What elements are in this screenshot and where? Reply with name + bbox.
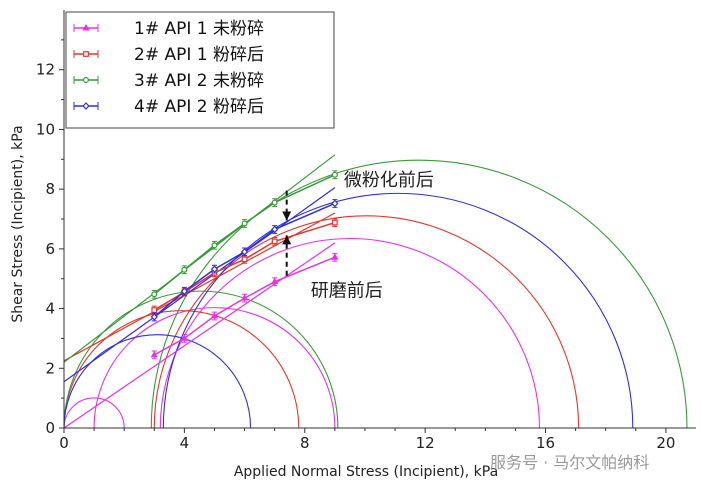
annotation-2: 研磨前后: [311, 281, 383, 302]
legend-marker-4: [82, 102, 90, 110]
arrow-head-1: [282, 211, 292, 221]
y-tick-label-8: 8: [45, 180, 55, 198]
mohr-circle-s3-2: [150, 160, 688, 428]
data-point-s1-2: [180, 334, 189, 341]
y-axis-title: Shear Stress (Incipient), kPa: [10, 125, 26, 322]
data-series: [150, 170, 339, 360]
mohr-circle-s4-1: [64, 334, 252, 428]
data-point-s3-4: [241, 220, 248, 227]
data-point-s4-5: [271, 225, 279, 234]
x-tick-label-12: 12: [416, 434, 435, 452]
data-point-s3-5: [271, 199, 278, 206]
fit-line-s1: [64, 242, 336, 428]
fit-line-s3: [64, 154, 336, 363]
mohr-circle-s1-1: [64, 397, 125, 428]
data-point-s1-3: [210, 312, 219, 319]
data-point-s4-2: [180, 287, 189, 296]
series-line-s4: [153, 202, 336, 318]
legend-item-2: 2# API 1 粉碎后: [73, 45, 264, 65]
x-tick-label-20: 20: [656, 434, 675, 452]
legend-marker-2: [83, 51, 89, 57]
data-point-s3-6: [331, 171, 338, 178]
mohr-circle-s4-2: [162, 192, 634, 428]
data-point-s1-4: [240, 294, 249, 301]
x-axis-title: Applied Normal Stress (Incipient), kPa: [234, 464, 498, 480]
series-line-s3: [153, 174, 336, 295]
series-line-s1: [153, 256, 336, 356]
data-point-s4-3: [210, 265, 219, 274]
y-tick-label-6: 6: [45, 240, 55, 258]
data-point-s1-1: [150, 350, 158, 358]
legend-item-3: 3# API 2 未粉碎: [73, 71, 264, 91]
fit-line-s2: [64, 212, 336, 362]
x-tick-label-8: 8: [300, 434, 310, 452]
annotation-1: 微粉化前后: [344, 170, 434, 191]
data-point-s4-1: [150, 313, 158, 321]
fit-line-s4: [64, 187, 336, 383]
mohr-circle-s1-2: [93, 307, 336, 428]
y-tick-label-10: 10: [36, 120, 55, 138]
data-point-s1-6: [331, 253, 339, 260]
legend-label-1: 1# API 1 未粉碎: [134, 19, 264, 39]
legend-marker-1: [82, 23, 90, 31]
x-tick-label-0: 0: [59, 434, 69, 452]
legend-errorbar-3: [73, 76, 99, 84]
data-point-s3-1: [151, 291, 158, 298]
legend-label-2: 2# API 1 粉碎后: [134, 45, 264, 65]
legend-errorbar-1: [73, 24, 99, 32]
data-point-s2-4: [241, 256, 248, 263]
yield-locus-lines: [64, 154, 336, 428]
axes: 0 4 8 12 16 20 0 2 4 6 8 10 12 Applied Normal Stress …: [10, 10, 696, 480]
data-point-s3-3: [211, 242, 218, 249]
mohr-circle-s2-2: [153, 215, 580, 428]
watermark: 服务号 · 马尔文帕纳科: [490, 453, 649, 472]
legend-label-3: 3# API 2 未粉碎: [134, 71, 264, 91]
data-point-s2-1: [151, 307, 158, 313]
data-point-s2-6: [331, 219, 338, 226]
legend-label-4: 4# API 2 粉碎后: [134, 97, 264, 117]
x-tick-label-4: 4: [180, 434, 190, 452]
y-tick-label-4: 4: [45, 300, 55, 318]
arrow-head-2: [282, 235, 292, 245]
legend-item-4: 4# API 2 粉碎后: [73, 97, 264, 117]
data-point-s4-4: [240, 247, 249, 256]
legend: 1# API 1 未粉碎 2# API 1 粉碎后 3# API 2 未粉碎 4# A…: [65, 11, 335, 129]
legend-marker-3: [82, 76, 89, 83]
x-tick-label-16: 16: [536, 434, 555, 452]
mohr-circle-s3-1: [64, 290, 339, 428]
data-point-s2-5: [271, 238, 278, 245]
legend-item-1: 1# API 1 未粉碎: [73, 19, 264, 39]
legend-box: [65, 11, 335, 129]
annotation-arrows: [282, 190, 292, 276]
data-point-s1-5: [271, 277, 279, 285]
legend-errorbar-4: [73, 102, 99, 110]
data-point-s3-2: [181, 266, 188, 273]
mohr-circle-s2-1: [64, 310, 300, 428]
y-tick-label-2: 2: [45, 359, 55, 377]
data-point-s4-6: [331, 199, 339, 208]
y-tick-label-12: 12: [36, 61, 55, 79]
legend-errorbar-2: [73, 50, 99, 58]
y-tick-label-0: 0: [45, 419, 55, 437]
